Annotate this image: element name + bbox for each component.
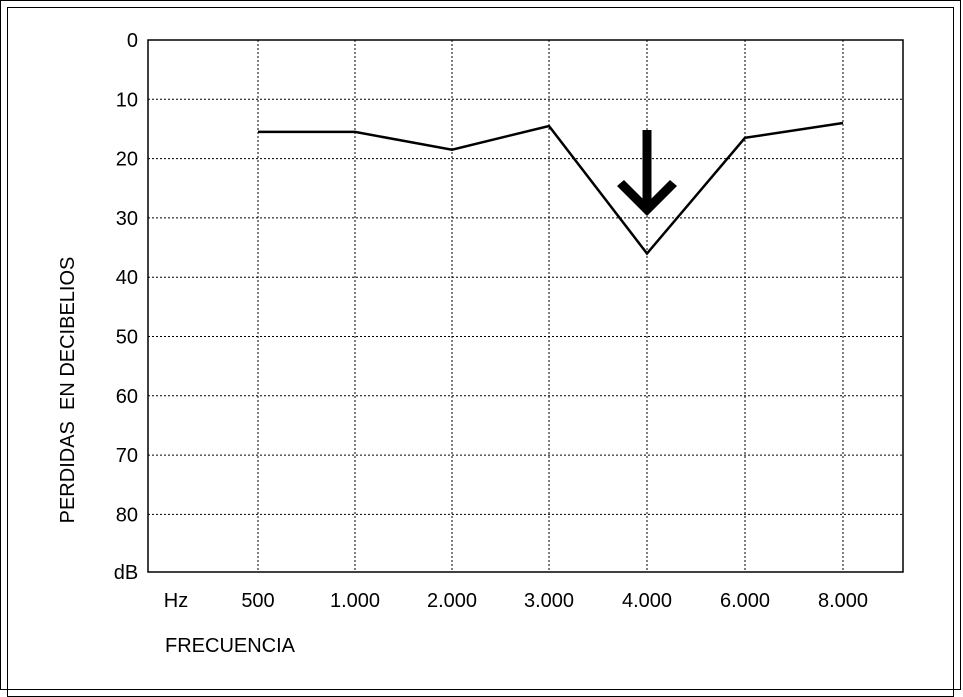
y-tick-label: 60 — [116, 386, 138, 408]
down-arrow-icon — [617, 130, 677, 216]
x-tick-label: 4.000 — [622, 590, 672, 612]
x-tick-label: 1.000 — [330, 590, 380, 612]
y-axis-title: PERDIDAS EN DECIBELIOS — [57, 257, 79, 524]
x-unit-label: Hz — [164, 590, 188, 612]
audiogram-chart: 0 10 20 30 40 50 60 70 80 500 1.000 2.000 3.000 4.00… — [0, 0, 963, 674]
series-group — [258, 123, 843, 254]
y-tick-label: 20 — [116, 149, 138, 171]
y-tick-labels: 0 10 20 30 40 50 60 70 80 — [116, 30, 138, 526]
y-tick-label: 50 — [116, 327, 138, 349]
grid — [148, 40, 903, 572]
y-tick-label: 80 — [116, 504, 138, 526]
y-tick-label: 70 — [116, 445, 138, 467]
y-tick-label: 30 — [116, 208, 138, 230]
y-tick-label: 10 — [116, 89, 138, 111]
x-tick-labels: 500 1.000 2.000 3.000 4.000 6.000 8.000 — [241, 590, 868, 612]
y-unit-label: dB — [114, 562, 138, 584]
x-tick-label: 3.000 — [524, 590, 574, 612]
x-tick-label: 6.000 — [720, 590, 770, 612]
annotation-group — [617, 130, 677, 216]
plot-area — [148, 40, 903, 572]
y-tick-label: 40 — [116, 267, 138, 289]
x-tick-label: 8.000 — [818, 590, 868, 612]
x-axis-title: FRECUENCIA — [165, 635, 296, 657]
x-tick-label: 2.000 — [427, 590, 477, 612]
x-tick-label: 500 — [241, 590, 274, 612]
y-tick-label: 0 — [127, 30, 138, 52]
series-line — [258, 123, 843, 254]
